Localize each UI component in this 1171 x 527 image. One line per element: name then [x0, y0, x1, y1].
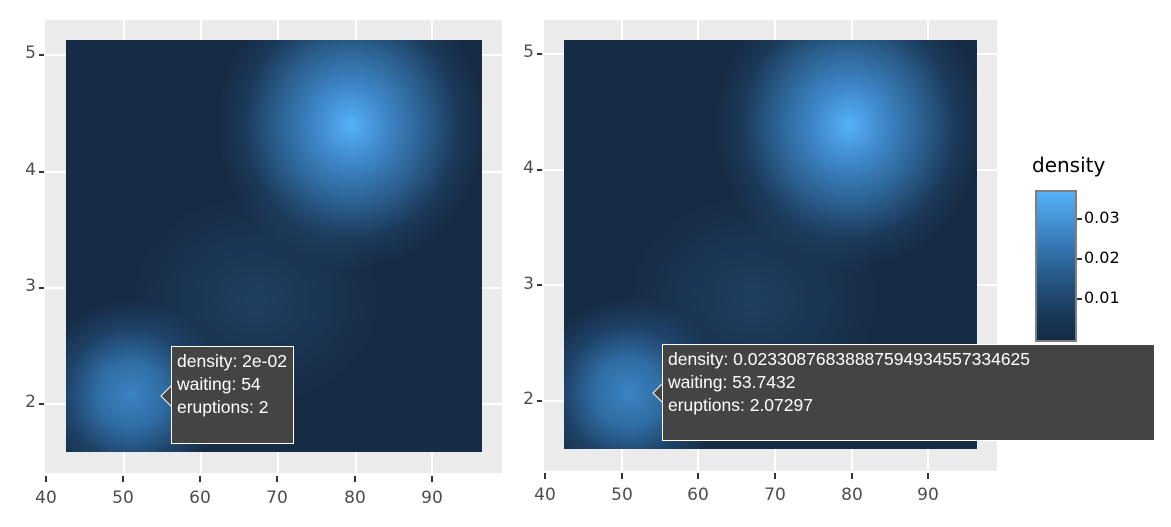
x-tick-label: 60 [189, 488, 211, 508]
tooltip-waiting: waiting: 54 [177, 374, 261, 394]
colorbar-tick [1077, 298, 1082, 300]
y-tick-label: 5 [523, 42, 534, 62]
x-tick-mark [276, 476, 278, 482]
x-tick-mark [354, 476, 356, 482]
colorbar-label: 0.02 [1084, 248, 1120, 267]
y-tick-label: 3 [523, 274, 534, 294]
x-tick-mark [851, 473, 853, 479]
tooltip-density: density: 2e-02 [177, 351, 287, 371]
x-tick-label: 70 [764, 485, 786, 505]
tooltip-density: density: 0.02330876838887594934557334625 [668, 349, 1031, 369]
x-tick-label: 40 [534, 485, 556, 505]
y-tick-label: 2 [25, 392, 36, 412]
x-tick-label: 90 [917, 485, 939, 505]
colorbar-label: 0.03 [1084, 208, 1120, 227]
y-tick-mark [39, 403, 44, 405]
x-tick-mark [199, 476, 201, 482]
x-tick-label: 90 [421, 488, 443, 508]
colorbar-tick [1077, 258, 1082, 260]
y-tick-label: 2 [523, 389, 534, 409]
colorbar-tick [1077, 218, 1082, 220]
x-tick-mark [45, 476, 47, 482]
x-tick-label: 50 [611, 485, 633, 505]
x-tick-mark [927, 473, 929, 479]
x-tick-label: 80 [841, 485, 863, 505]
y-tick-label: 4 [523, 158, 534, 178]
x-tick-mark [431, 476, 433, 482]
y-tick-mark [39, 171, 44, 173]
colorbar [1035, 190, 1077, 342]
y-tick-mark [39, 54, 44, 56]
colorbar-label: 0.01 [1084, 288, 1120, 307]
legend-title: density [1032, 153, 1106, 177]
y-tick-mark [39, 287, 44, 289]
x-tick-mark [774, 473, 776, 479]
tooltip-waiting: waiting: 53.7432 [668, 372, 796, 392]
tooltip-eruptions: eruptions: 2 [177, 397, 269, 417]
x-tick-label: 60 [687, 485, 709, 505]
y-tick-label: 5 [25, 43, 36, 63]
x-tick-label: 70 [266, 488, 288, 508]
y-tick-mark [537, 284, 542, 286]
x-tick-label: 50 [112, 488, 134, 508]
x-tick-label: 80 [344, 488, 366, 508]
x-tick-mark [621, 473, 623, 479]
x-tick-mark [122, 476, 124, 482]
x-tick-mark [544, 473, 546, 479]
y-tick-mark [537, 400, 542, 402]
hover-tooltip-right: density: 0.02330876838887594934557334625… [662, 344, 1155, 441]
y-tick-label: 4 [25, 160, 36, 180]
y-tick-mark [537, 53, 542, 55]
y-tick-label: 3 [25, 276, 36, 296]
x-tick-label: 40 [35, 488, 57, 508]
hover-tooltip-left: density: 2e-02 waiting: 54 eruptions: 2 [171, 346, 294, 444]
tooltip-eruptions: eruptions: 2.07297 [668, 395, 813, 415]
y-tick-mark [537, 169, 542, 171]
x-tick-mark [697, 473, 699, 479]
